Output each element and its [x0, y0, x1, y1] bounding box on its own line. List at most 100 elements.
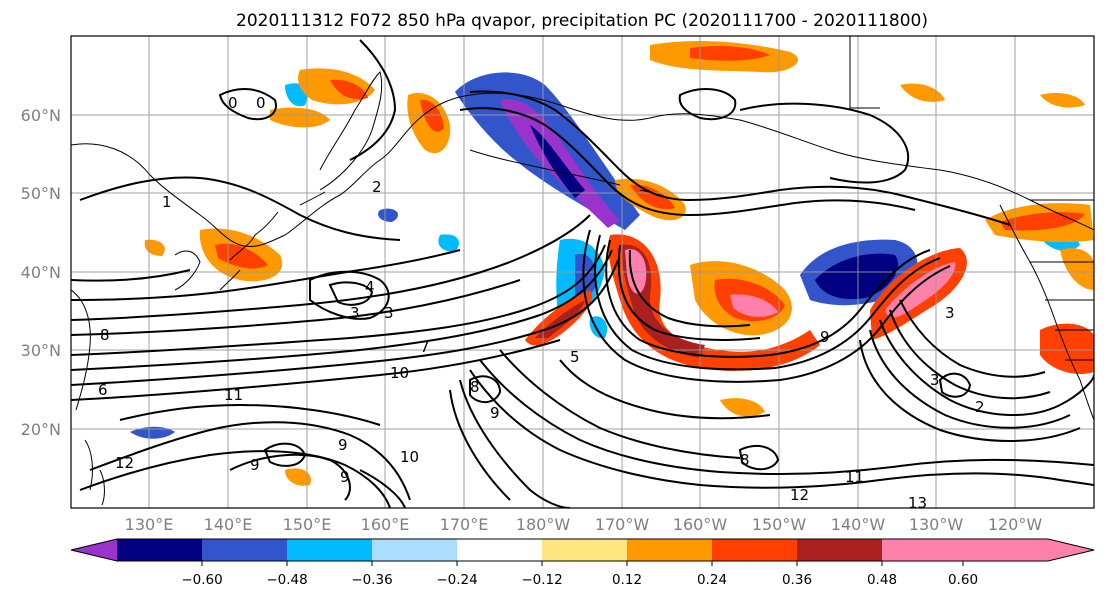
positive-anomaly-region	[1000, 212, 1085, 231]
colorbar-lower-extension	[71, 539, 117, 561]
contour-line	[229, 453, 351, 501]
contour-label: 8	[100, 326, 110, 344]
map-frame	[70, 35, 1095, 509]
contour-line	[459, 107, 916, 217]
precip-shading	[130, 40, 1094, 486]
contour-line	[71, 249, 461, 301]
contour-line	[79, 176, 401, 241]
positive-anomaly-region	[1040, 323, 1094, 375]
colorbar-ticks	[201, 561, 964, 566]
colorbar-segment	[117, 539, 202, 561]
contour-label: 0	[256, 94, 266, 112]
contour-line	[479, 359, 1094, 475]
contour-label: 3	[930, 371, 940, 389]
contour-label: 6	[98, 381, 108, 399]
colorbar-segment	[202, 539, 287, 561]
colorbar-segment	[712, 539, 797, 561]
contour-label: 9	[820, 328, 830, 346]
contour-label: 9	[340, 468, 350, 486]
contour-label: 11	[224, 386, 243, 404]
lon-label: 140°W	[831, 515, 886, 534]
contour-line	[499, 349, 741, 459]
colorbar-segment	[542, 539, 627, 561]
positive-anomaly-region	[270, 107, 330, 128]
lat-label: 50°N	[21, 184, 61, 203]
lat-label: 30°N	[21, 341, 61, 360]
contour-line	[263, 442, 307, 467]
positive-anomaly-region	[690, 46, 770, 61]
contour-label: 9	[250, 456, 260, 474]
contour-label: 3	[945, 304, 955, 322]
colorbar-tick-label: −0.60	[181, 572, 222, 588]
positive-anomaly-region	[1060, 248, 1094, 290]
us-states	[1030, 261, 1094, 361]
colorbar-tick-label: 0.48	[867, 572, 897, 588]
lat-label: 60°N	[21, 106, 61, 125]
contour-label: 2	[975, 398, 985, 416]
contour-labels: 0 0 2 1 4 3 3 8 6 11 10 7 5 9 8 9 12 9 1…	[98, 94, 985, 508]
korea-coastline	[174, 250, 201, 291]
lon-label: 160°W	[673, 515, 728, 534]
contour-line	[879, 319, 1094, 417]
positive-anomaly-region	[420, 99, 444, 132]
positive-anomaly-region	[285, 468, 311, 486]
colorbar-segment	[797, 539, 882, 561]
contour-label: 2	[372, 178, 382, 196]
colorbar-tick-label: 0.24	[697, 572, 727, 588]
positive-anomaly-region	[630, 184, 675, 210]
contour-line	[899, 299, 1046, 378]
contour-label: 8	[470, 378, 480, 396]
colorbar-segment	[372, 539, 457, 561]
negative-anomaly-region	[530, 125, 585, 198]
negative-anomaly-region	[438, 234, 460, 252]
colorbar-tick-label: 0.12	[612, 572, 642, 588]
positive-anomaly-region	[900, 83, 945, 102]
colorbar-outline	[70, 538, 1095, 562]
canada-border	[849, 36, 1094, 201]
contour-line	[449, 389, 511, 501]
positive-anomaly-region	[730, 294, 778, 317]
lon-label: 160°E	[361, 515, 410, 534]
contour-label: 7	[420, 338, 430, 356]
colorbar-segment	[287, 539, 372, 561]
contour-line	[71, 269, 191, 282]
contour-line	[469, 90, 1011, 226]
contour-line	[938, 372, 972, 398]
lon-label: 150°E	[283, 515, 332, 534]
contour-line	[738, 444, 780, 471]
contour-line	[469, 375, 502, 404]
lon-label: 140°E	[204, 515, 253, 534]
lon-label: 170°E	[440, 515, 489, 534]
contour-label: 1	[162, 193, 172, 211]
positive-anomaly-region	[330, 79, 368, 100]
contour-line	[459, 379, 571, 508]
contour-line	[349, 39, 397, 161]
lon-label: 120°W	[988, 515, 1043, 534]
positive-anomaly-region	[144, 239, 165, 256]
contour-line	[71, 279, 521, 336]
colorbar-tick-label: 0.36	[782, 572, 812, 588]
contour-label: 10	[390, 364, 409, 382]
colorbar: −0.60 −0.48 −0.36 −0.24 −0.12 0.12 0.24 …	[70, 538, 1095, 588]
china-coastline	[71, 289, 91, 411]
contour-line	[859, 339, 1081, 442]
qvapor-contours	[71, 39, 1094, 508]
contour-line	[328, 281, 374, 306]
colorbar-tick-label: −0.48	[266, 572, 307, 588]
contour-line	[218, 88, 277, 120]
colorbar-segment	[627, 539, 712, 561]
lat-label: 40°N	[21, 263, 61, 282]
lon-label: 150°W	[752, 515, 807, 534]
contour-line	[71, 244, 606, 356]
contour-line	[678, 88, 737, 120]
contour-line	[869, 329, 1071, 429]
colorbar-tick-label: −0.12	[521, 572, 562, 588]
contour-line	[469, 369, 1094, 489]
contour-label: 4	[365, 278, 375, 296]
contour-line	[559, 359, 771, 420]
japan-coastline	[219, 191, 326, 291]
negative-anomaly-region	[378, 208, 399, 222]
colorbar-upper-extension	[882, 539, 1094, 561]
contour-line	[889, 309, 1051, 400]
